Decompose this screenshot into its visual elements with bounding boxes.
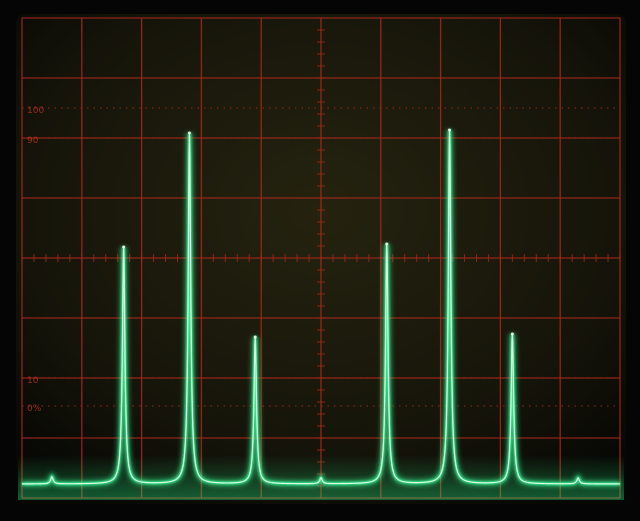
trace-peak-6 [510, 332, 514, 336]
percent-reference-lines [22, 107, 620, 407]
trace-peak-4 [385, 242, 389, 246]
trace-peak-5 [448, 128, 452, 132]
label-10: 10 [27, 376, 39, 386]
signal-trace [22, 128, 620, 488]
percent-labels: 100 90 10 0% [27, 106, 44, 414]
center-axis-ticks [21, 17, 621, 499]
label-0: 0% [27, 404, 42, 414]
trace-peak-1 [122, 245, 126, 249]
trace-peak-2 [187, 131, 191, 135]
trace-peak-3 [253, 335, 257, 339]
label-100: 100 [27, 106, 44, 116]
label-90: 90 [27, 136, 39, 146]
trace-line [22, 129, 620, 485]
